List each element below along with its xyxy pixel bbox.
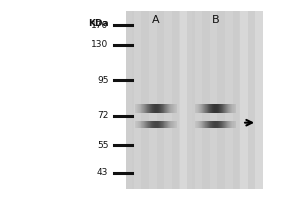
- FancyBboxPatch shape: [132, 11, 180, 189]
- Text: 72: 72: [97, 111, 108, 120]
- Text: B: B: [212, 15, 219, 25]
- Text: 95: 95: [97, 76, 108, 85]
- FancyBboxPatch shape: [157, 11, 164, 189]
- FancyBboxPatch shape: [202, 11, 210, 189]
- FancyBboxPatch shape: [248, 11, 255, 189]
- FancyBboxPatch shape: [126, 11, 263, 189]
- FancyBboxPatch shape: [192, 11, 239, 189]
- Text: KDa: KDa: [88, 19, 108, 28]
- FancyBboxPatch shape: [172, 11, 179, 189]
- Text: 130: 130: [91, 40, 108, 49]
- Text: 55: 55: [97, 141, 108, 150]
- Text: 170: 170: [91, 21, 108, 30]
- FancyBboxPatch shape: [126, 11, 134, 189]
- Text: A: A: [152, 15, 160, 25]
- FancyBboxPatch shape: [218, 11, 225, 189]
- FancyBboxPatch shape: [232, 11, 240, 189]
- FancyBboxPatch shape: [141, 11, 149, 189]
- FancyBboxPatch shape: [187, 11, 195, 189]
- Text: 43: 43: [97, 168, 108, 177]
